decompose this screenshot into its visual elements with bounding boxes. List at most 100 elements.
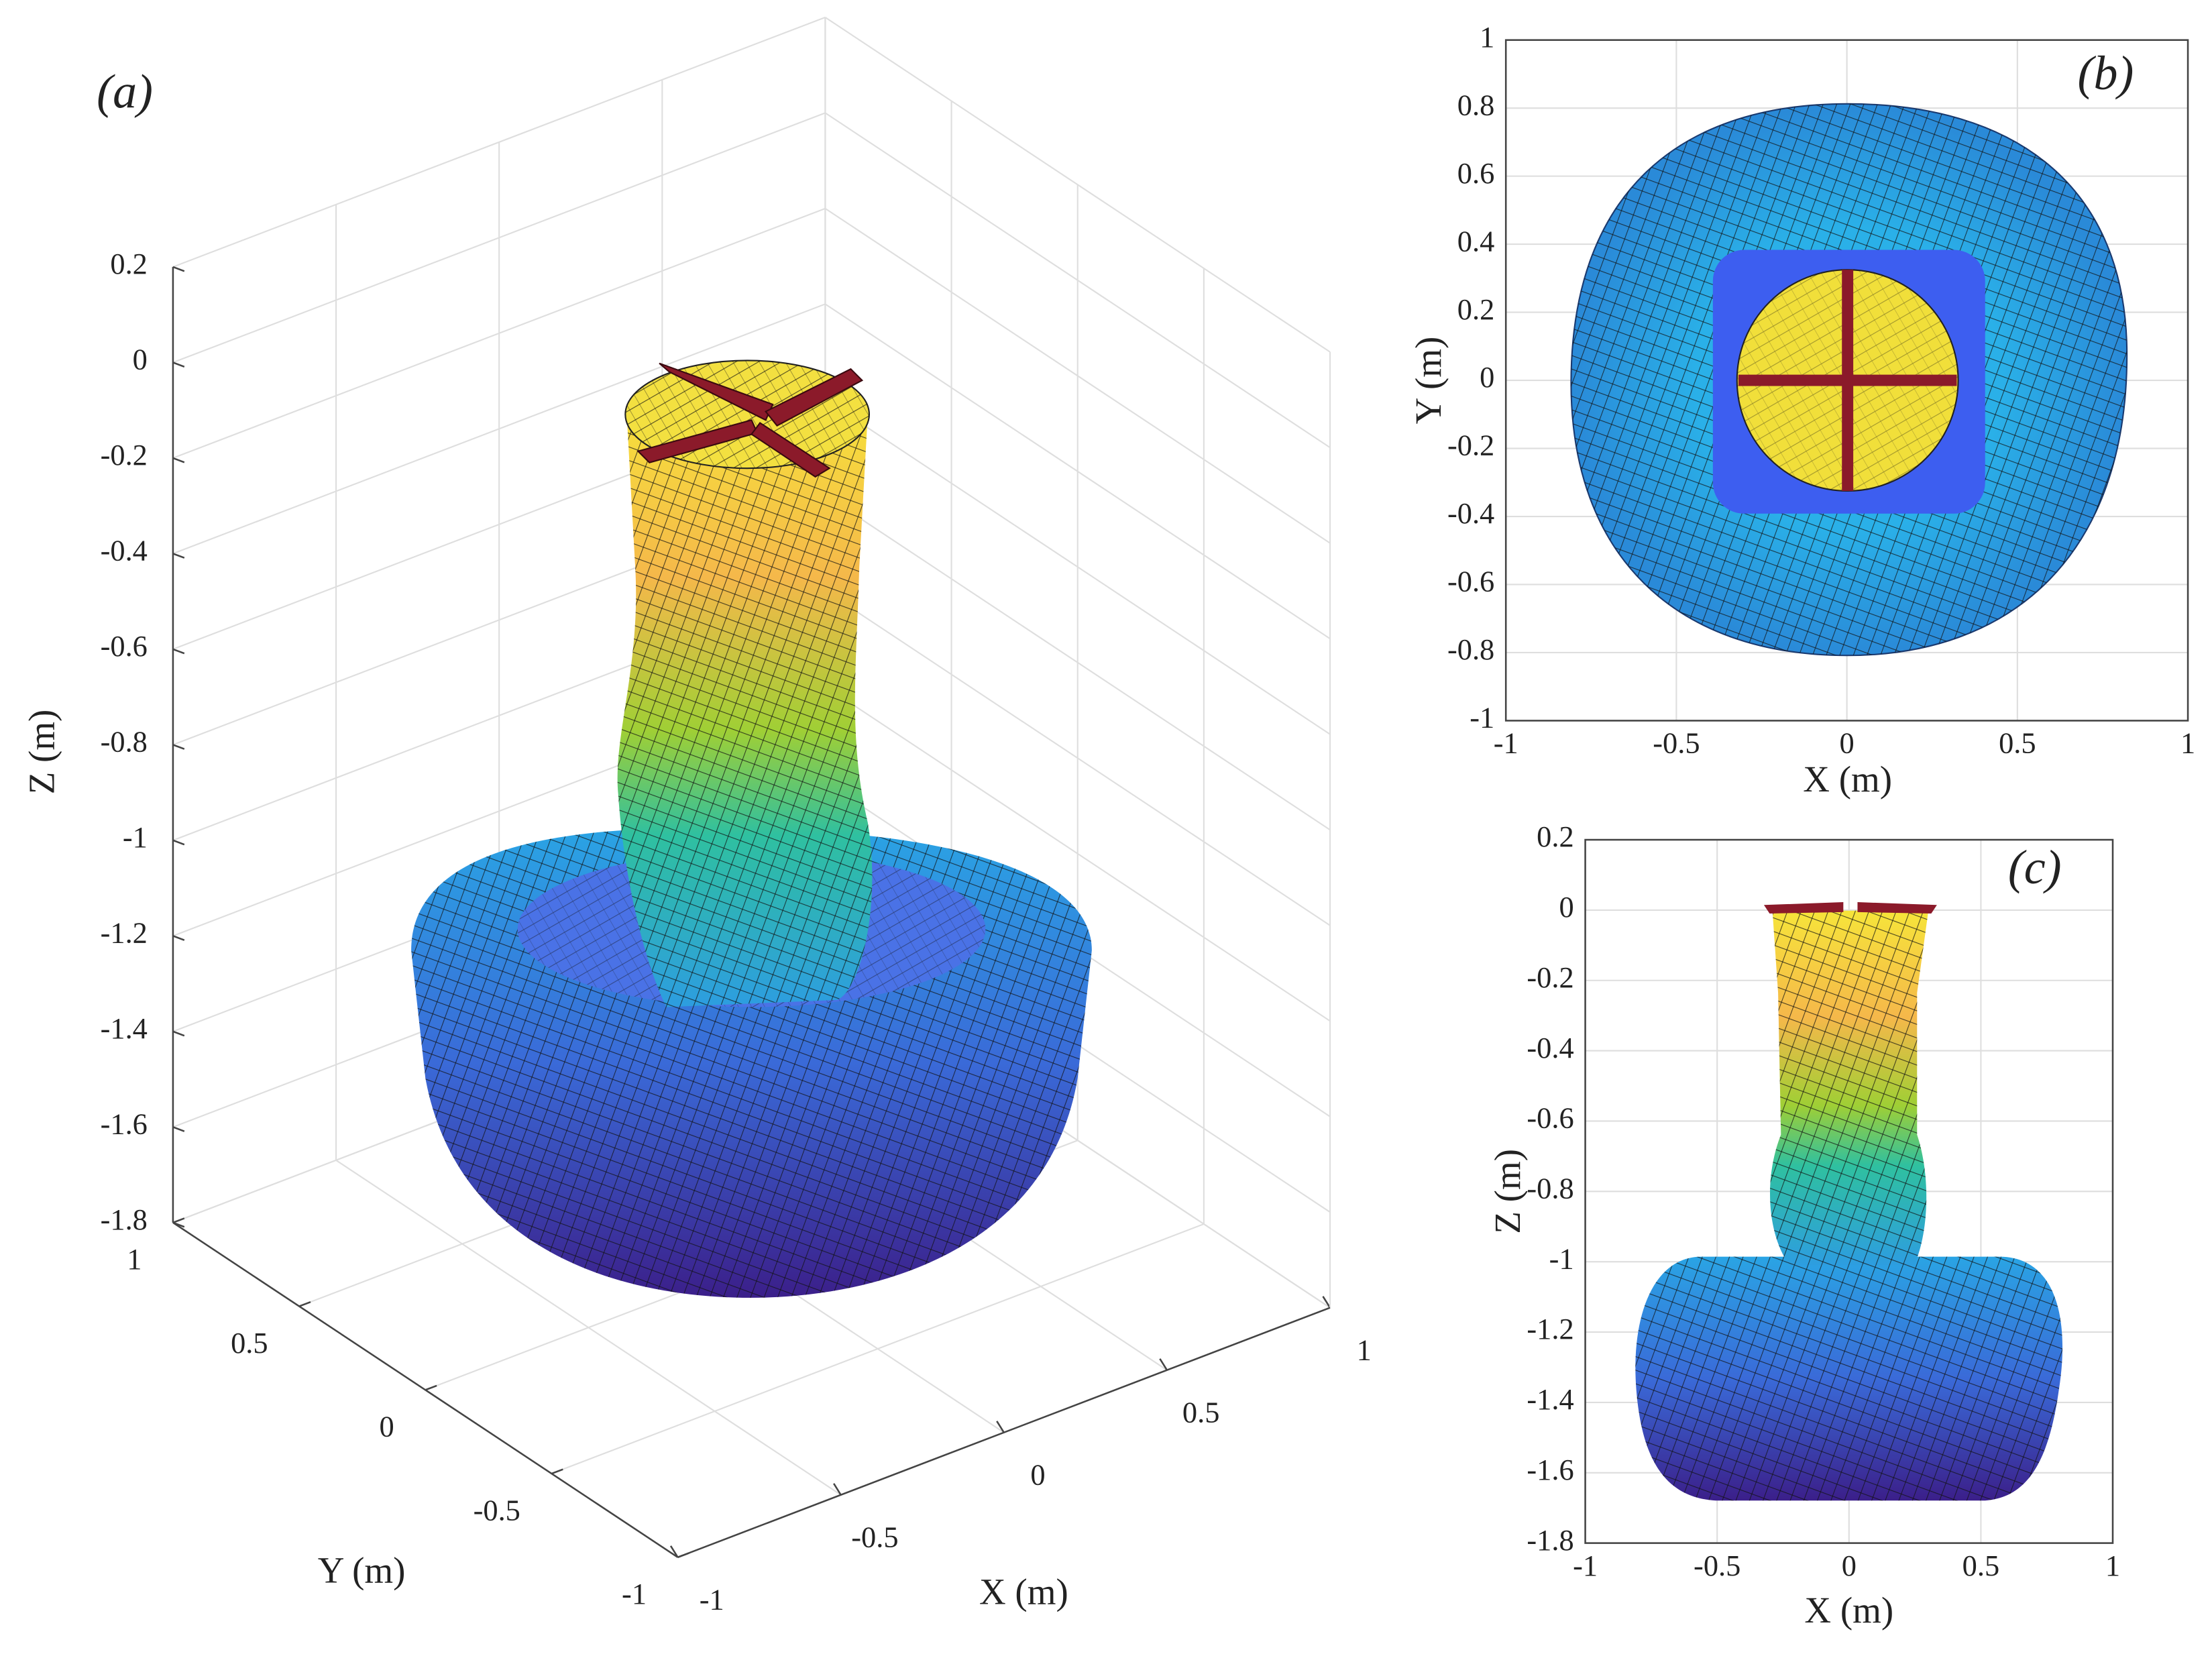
x-tick-label: 0.5 [1999,726,2036,760]
x-tick-label: 1 [1357,1333,1372,1367]
tick-mark [172,553,185,559]
tick-mark [172,839,185,846]
surface-top [1570,103,2128,657]
y-tick-label: -1.4 [1527,1382,1573,1416]
tick-mark [1159,1358,1168,1371]
tick-mark [172,1217,185,1224]
y-tick-label: 0.8 [1457,88,1494,121]
axes-3d: 0.2 0 -0.2 -0.4 -0.6 -0.8 -1 -1.2 -1.4 -1.6 -1.8 -1… [21,16,1372,1616]
tick-mark [172,648,185,655]
blade [1857,902,1937,914]
z-tick-label: -1.8 [101,1203,148,1236]
surface-side [1635,902,2063,1501]
x-tick-label: 0 [1840,726,1855,760]
tick-mark [172,266,185,272]
y-tick-label: 0.2 [1537,820,1573,853]
axes-box [1584,838,2114,1544]
z-tick-label: -1.2 [101,916,148,950]
x-tick-label: -1 [1494,726,1518,760]
tick-mark [551,1468,563,1475]
tick-mark [172,457,185,463]
y-axis-label: Y (m) [318,1550,406,1591]
x-tick-label: -1 [700,1583,724,1616]
y-tick-label: 0 [380,1410,394,1443]
y-tick-label: 0.2 [1457,292,1494,326]
x-tick-label: -0.5 [1653,726,1700,760]
y-tick-label: -0.6 [1447,565,1494,598]
y-tick-label: 0.4 [1457,224,1494,258]
z-tick-label: -0.8 [101,725,148,759]
blade [1763,902,1844,914]
surface-3d [411,360,1092,1298]
y-axis-label: Y (m) [1408,337,1449,425]
neck-mesh [617,393,873,1007]
y-tick-label: 0 [1559,890,1573,924]
blade [764,368,864,427]
x-axis-label: X (m) [1804,1590,1893,1631]
x-tick-label: -0.5 [1694,1549,1740,1582]
z-tick-label: -1.6 [101,1107,148,1141]
z-tick-label: -0.4 [101,534,148,567]
y-tick-label: -0.4 [1527,1031,1573,1064]
y-tick-label: -1 [622,1577,647,1610]
x-tick-label: 1 [2105,1549,2120,1582]
panel-label: (b) [2078,46,2134,100]
bowl-mesh [1635,1256,2063,1501]
tick-mark [172,362,185,368]
z-tick-label: -0.2 [101,438,148,472]
y-tick-label: -1.8 [1527,1523,1573,1557]
panel-label: (a) [97,65,153,119]
y-tick-label: 0.5 [231,1326,268,1360]
blade [659,362,774,421]
y-tick-label: -0.4 [1447,496,1494,530]
tick-mark [172,1030,185,1037]
z-tick-label: -1 [123,820,148,854]
tick-mark [425,1384,437,1391]
y-tick-label: 0.6 [1457,156,1494,190]
z-tick-label: 0 [133,343,148,376]
x-axis-line [677,1307,1331,1558]
y-tick-label: -0.2 [1447,429,1494,462]
neck-mesh [1770,910,1929,1266]
tick-mark [172,744,185,750]
tick-mark [172,935,185,941]
x-tick-label: 0.5 [1182,1396,1219,1429]
y-tick-label: 1 [1480,20,1494,54]
y-tick-label: -0.2 [1527,960,1573,994]
z-tick-label: 0.2 [110,247,147,280]
tick-mark [1322,1296,1331,1309]
x-axis-label: X (m) [979,1571,1068,1612]
y-axis-line [172,1221,679,1558]
z-tick-label: -1.4 [101,1011,148,1045]
y-tick-label: -0.8 [1447,632,1494,666]
y-tick-label: -1 [1549,1242,1574,1275]
y-tick-label: -0.6 [1527,1101,1573,1135]
z-tick-label: -0.6 [101,629,148,663]
tick-mark [172,1126,185,1132]
x-axis-label: X (m) [1803,759,1892,800]
z-axis-label: Z (m) [21,710,62,795]
tick-mark [996,1421,1005,1433]
y-tick-label: -1 [1470,701,1494,734]
y-tick-label: 0 [1480,360,1494,394]
y-tick-label: 1 [127,1242,142,1276]
x-tick-label: 0.5 [1962,1549,1999,1582]
y-axis-label: Z (m) [1487,1149,1528,1234]
tick-mark [833,1483,842,1496]
x-tick-label: 1 [2180,726,2195,760]
tick-mark [298,1301,311,1307]
blade [1842,270,1854,491]
grid-line [551,1223,1205,1475]
y-tick-label: -1.6 [1527,1453,1573,1486]
y-tick-label: -0.8 [1527,1172,1573,1205]
x-tick-label: 0 [1030,1458,1045,1492]
x-tick-label: -0.5 [851,1521,898,1554]
x-tick-label: 0 [1842,1549,1857,1582]
axes-box [1504,39,2189,722]
blade [750,422,831,478]
y-tick-label: -0.5 [474,1493,520,1527]
x-tick-label: -1 [1573,1549,1598,1582]
panel-label: (c) [2008,840,2062,894]
